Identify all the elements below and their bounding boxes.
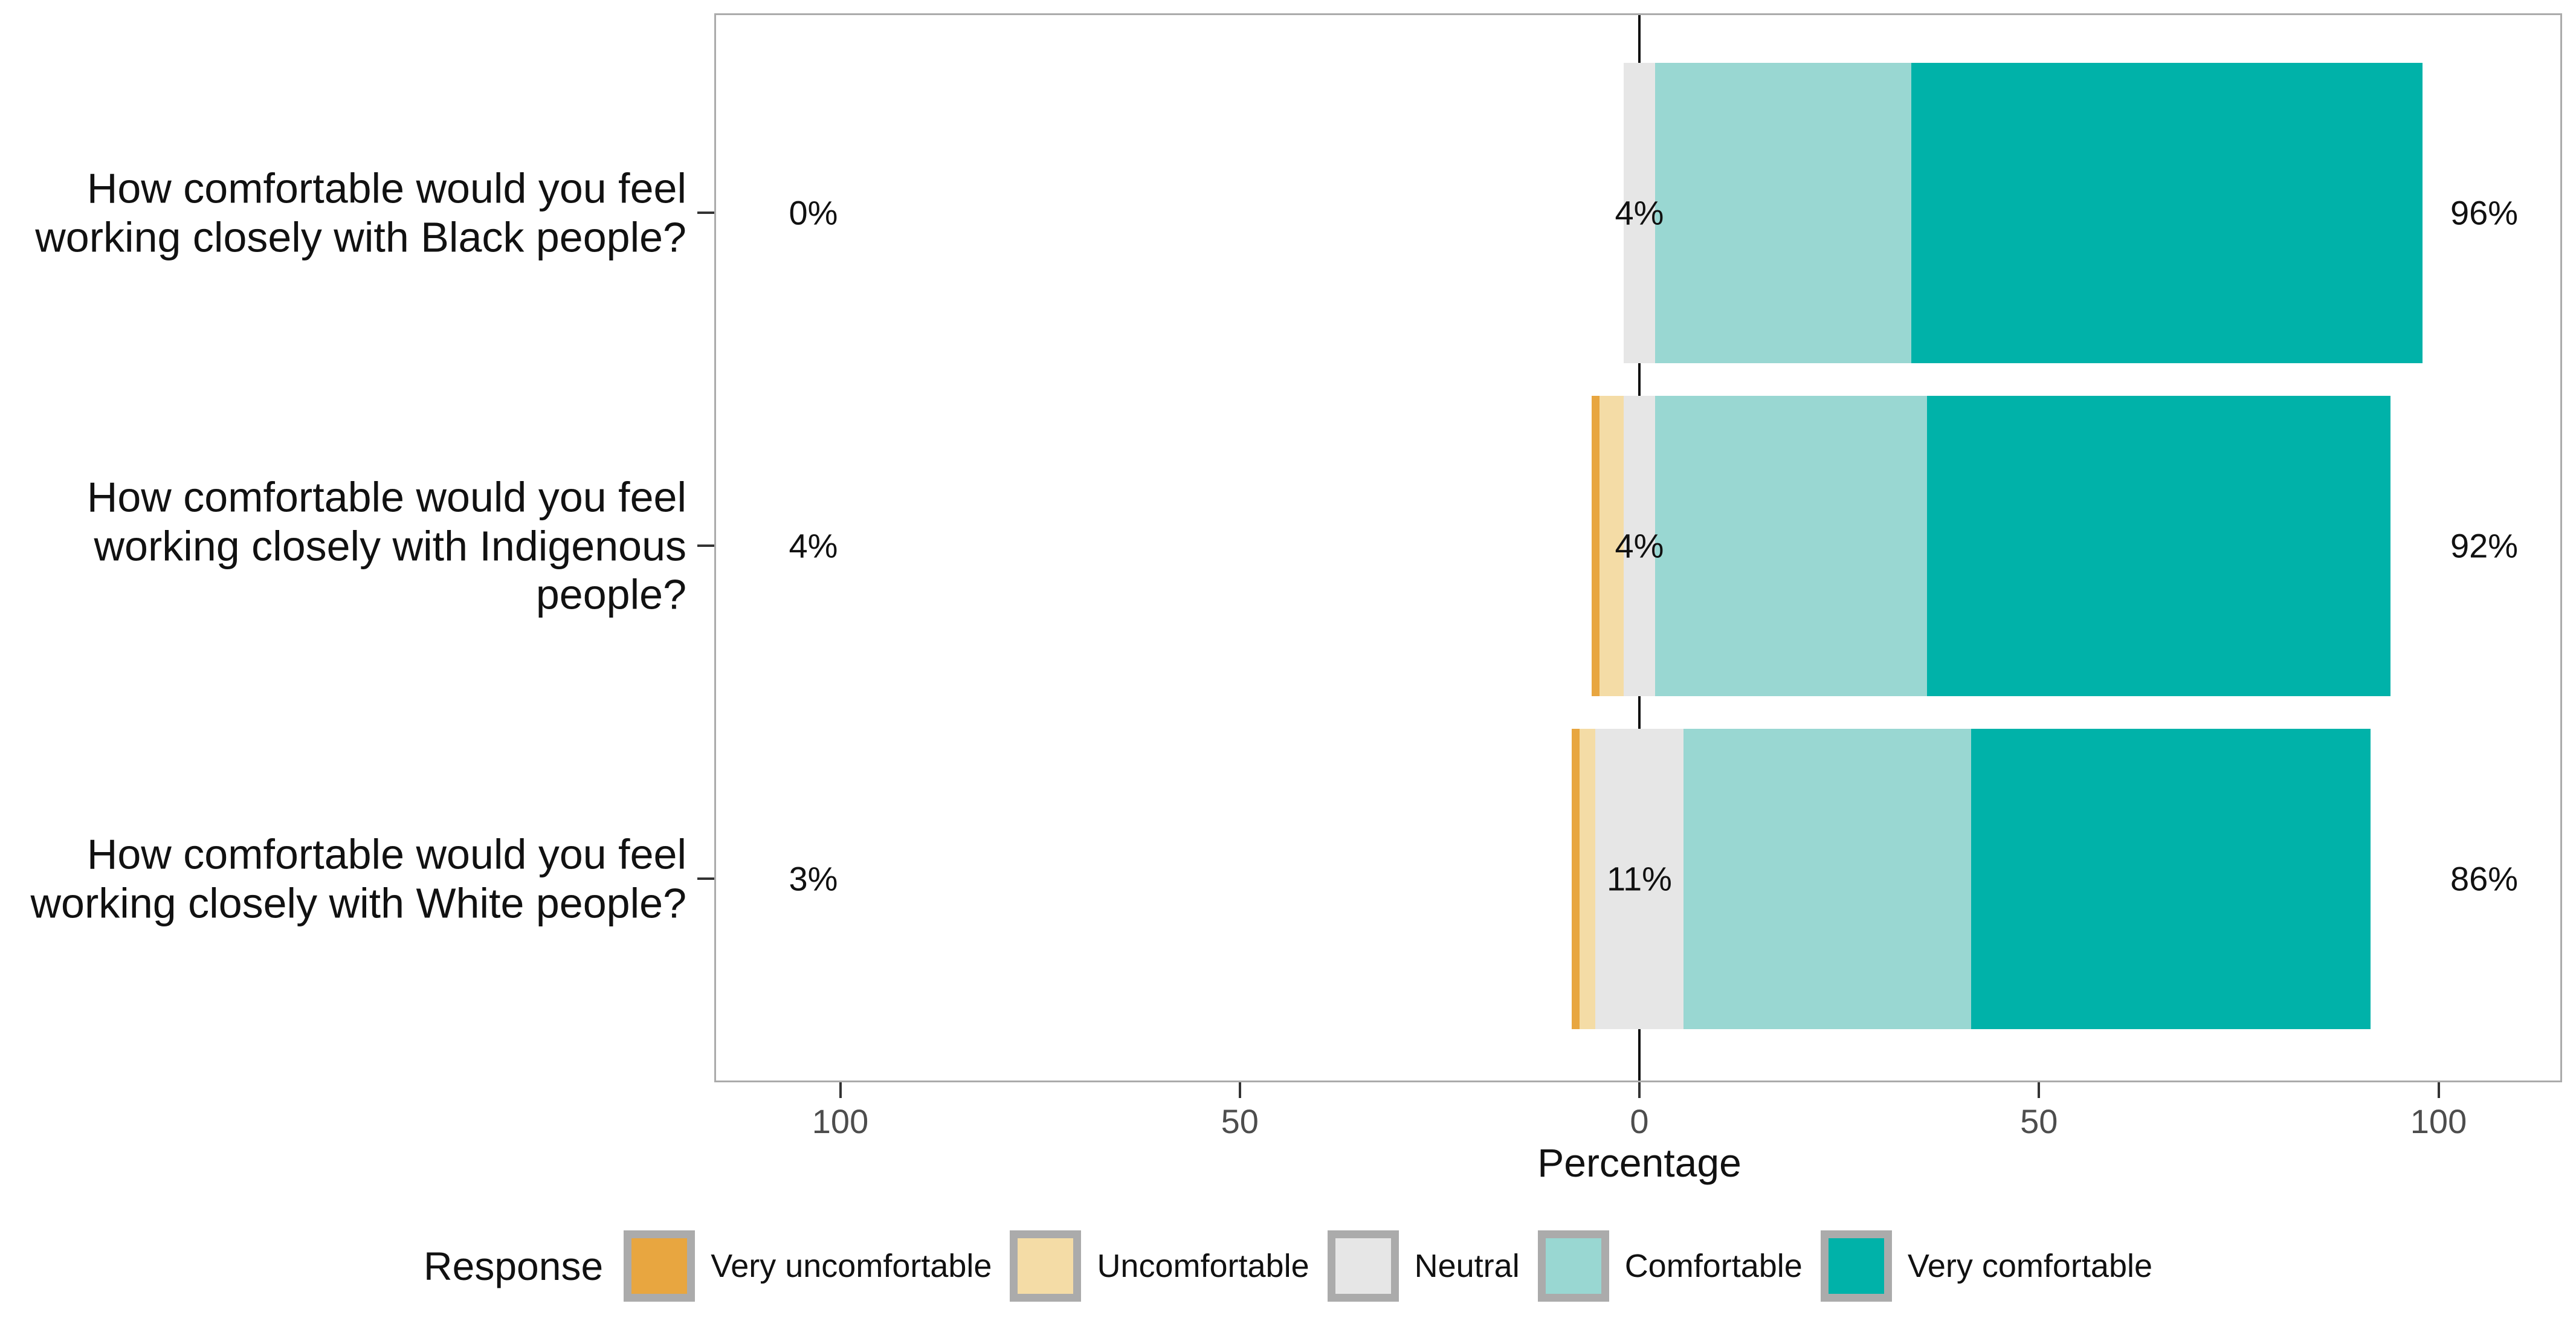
segment-comfortable <box>1655 395 1928 696</box>
segment-neutral <box>1595 728 1683 1029</box>
legend-item-uncomfortable: Uncomfortable <box>1010 1230 1309 1302</box>
legend-key <box>624 1230 696 1302</box>
legend-key <box>1010 1230 1082 1302</box>
legend-item-comfortable: Comfortable <box>1537 1230 1803 1302</box>
legend-label: Uncomfortable <box>1097 1248 1309 1284</box>
segment-comfortable <box>1683 728 1971 1029</box>
y-tick-mark <box>697 212 714 214</box>
x-tick-label: 0 <box>1630 1102 1649 1140</box>
x-tick-mark <box>2437 1082 2440 1098</box>
label-positive-total: 86% <box>2450 859 2519 898</box>
category-label-3: How comfortable would you feel working c… <box>30 830 686 927</box>
bar-row-1 <box>716 62 2560 363</box>
x-axis-title: Percentage <box>1537 1140 1742 1185</box>
segment-very-uncomfortable <box>1571 728 1580 1029</box>
legend-key <box>1820 1230 1892 1302</box>
x-tick-mark <box>839 1082 842 1098</box>
x-tick-label: 50 <box>1221 1102 1259 1140</box>
legend-item-very-uncomfortable: Very uncomfortable <box>624 1230 992 1302</box>
legend-item-neutral: Neutral <box>1327 1230 1520 1302</box>
legend-key <box>1537 1230 1609 1302</box>
legend-item-very-comfortable: Very comfortable <box>1820 1230 2153 1302</box>
x-tick-label: 50 <box>2020 1102 2058 1140</box>
segment-neutral <box>1623 62 1656 363</box>
segment-very-uncomfortable <box>1591 395 1600 696</box>
x-tick-label: 100 <box>2410 1102 2467 1140</box>
x-tick-label: 100 <box>812 1102 869 1140</box>
label-negative-total: 3% <box>789 859 838 898</box>
segment-uncomfortable <box>1579 728 1596 1029</box>
legend-title: Response <box>423 1244 604 1288</box>
label-neutral: 11% <box>1607 859 1672 898</box>
label-positive-total: 96% <box>2450 193 2519 232</box>
bar-row-3 <box>716 728 2560 1029</box>
label-neutral: 4% <box>1615 193 1664 232</box>
legend-swatch-comfortable-icon <box>1545 1238 1601 1294</box>
x-tick-mark <box>1238 1082 1241 1098</box>
segment-very-comfortable <box>1971 728 2371 1029</box>
category-label-1: How comfortable would you feel working c… <box>35 164 686 261</box>
legend-label: Comfortable <box>1624 1248 1803 1284</box>
x-tick-mark <box>2038 1082 2041 1098</box>
legend-swatch-very-uncomfortable-icon <box>631 1238 688 1294</box>
label-negative-total: 0% <box>789 193 838 232</box>
legend-label: Neutral <box>1414 1248 1520 1284</box>
segment-uncomfortable <box>1599 395 1624 696</box>
y-tick-mark <box>697 877 714 880</box>
category-label-2: How comfortable would you feel working c… <box>86 473 686 618</box>
segment-very-comfortable <box>1911 62 2423 363</box>
legend-key <box>1327 1230 1399 1302</box>
segment-comfortable <box>1655 62 1911 363</box>
segment-neutral <box>1623 395 1656 696</box>
legend-label: Very uncomfortable <box>711 1248 992 1284</box>
legend-label: Very comfortable <box>1907 1248 2153 1284</box>
legend: Response Very uncomfortable Uncomfortabl… <box>0 1230 2576 1302</box>
legend-swatch-uncomfortable-icon <box>1018 1238 1074 1294</box>
label-neutral: 4% <box>1615 526 1664 565</box>
segment-very-comfortable <box>1927 395 2391 696</box>
label-positive-total: 92% <box>2450 526 2519 565</box>
x-tick-mark <box>1638 1082 1641 1098</box>
plot-panel <box>714 13 2562 1082</box>
y-tick-mark <box>697 544 714 547</box>
legend-swatch-neutral-icon <box>1335 1238 1391 1294</box>
legend-swatch-very-comfortable-icon <box>1828 1238 1884 1294</box>
bar-row-2 <box>716 395 2560 696</box>
label-negative-total: 4% <box>789 526 838 565</box>
